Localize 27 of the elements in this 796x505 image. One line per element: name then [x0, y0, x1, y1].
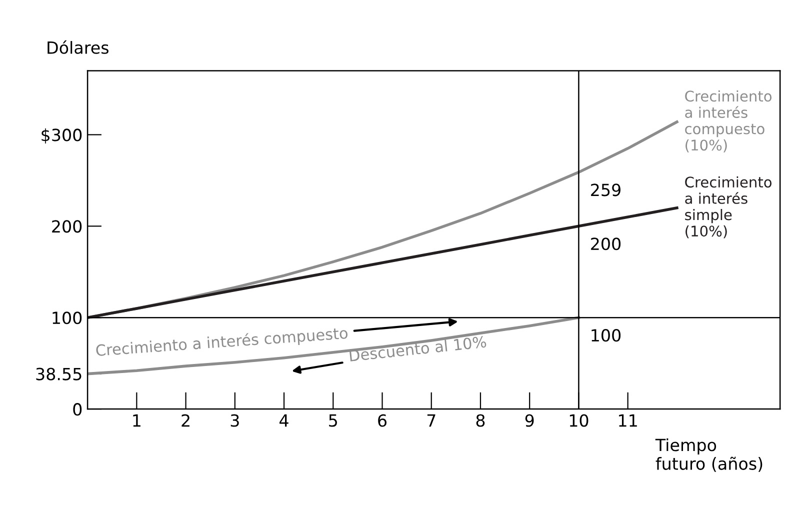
data-label: 200: [591, 238, 621, 250]
line-series: [88, 316, 580, 376]
x-axis-title: Tiempo futuro (años): [655, 438, 762, 472]
line-series: [88, 206, 678, 319]
x-tick-label: 6: [378, 414, 386, 427]
data-label: 259: [591, 184, 620, 196]
data-label: 100: [592, 329, 621, 342]
x-tick-label: 8: [476, 414, 485, 427]
x-tick-label: 7: [427, 414, 436, 427]
x-tick-label: 2: [182, 414, 190, 427]
x-tick-label: 5: [329, 414, 337, 427]
x-tick-label: 1: [133, 414, 140, 427]
y-tick-label: 100: [52, 312, 82, 324]
y-tick-label: 38.55: [36, 368, 82, 380]
series-label: Crecimiento a interés compuesto (10%): [685, 90, 772, 152]
y-tick-label: $300: [42, 128, 82, 144]
series-label: Crecimiento a interés simple (10%): [685, 176, 772, 238]
x-tick-label: 11: [619, 414, 637, 427]
x-tick-label: 3: [230, 414, 239, 427]
annotation: Crecimiento a interés compuesto: [96, 326, 348, 360]
y-tick-label: 0: [73, 403, 82, 416]
y-tick-label: 200: [52, 220, 82, 233]
x-tick-label: 4: [280, 414, 288, 427]
x-tick-label: 9: [525, 414, 534, 427]
annotation: Descuento al 10%: [349, 336, 486, 362]
x-tick-label: 10: [570, 414, 588, 427]
y-axis-title: Dólares: [48, 40, 108, 54]
